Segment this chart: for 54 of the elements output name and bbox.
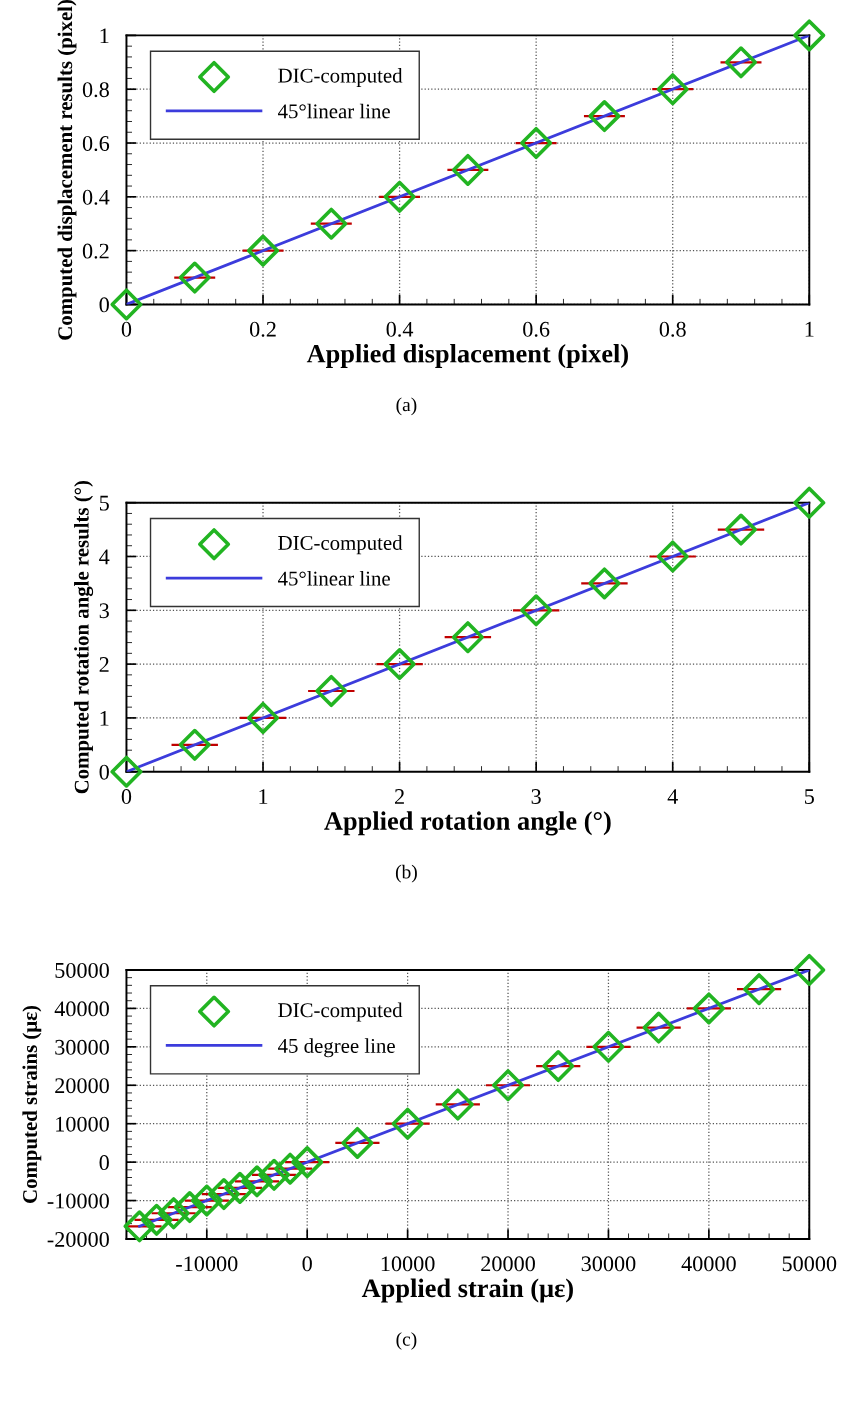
x-tick-label: 20000 — [481, 1256, 535, 1272]
x-tick-label: 0 — [302, 1256, 312, 1272]
legend-label: 45 degree line — [278, 1038, 395, 1058]
y-tick-label: 0.2 — [82, 243, 109, 259]
x-tick-label: 3 — [531, 789, 541, 805]
y-tick-label: 0 — [99, 297, 109, 313]
x-tick-label: 40000 — [681, 1256, 736, 1272]
y-tick-label: 0.4 — [82, 189, 110, 205]
x-tick-label: 30000 — [581, 1256, 636, 1272]
legend-label: DIC-computed — [278, 1002, 403, 1022]
text: (a) — [396, 397, 417, 416]
x-tick-label: 2 — [395, 789, 404, 804]
x-tick-label: 0.4 — [386, 321, 414, 337]
x-tick-label: 0 — [121, 321, 132, 337]
y-tick-label: 30000 — [55, 1039, 109, 1055]
x-axis-title: Applied rotation angle (°) — [324, 811, 611, 836]
text: (c) — [396, 1332, 417, 1350]
y-tick-label: 0 — [99, 1155, 109, 1171]
x-tick-label: -10000 — [176, 1256, 238, 1272]
x-tick-label: 10000 — [381, 1256, 435, 1272]
y-axis-title: Computed rotation angle results (°) — [74, 480, 94, 794]
y-tick-label: 5 — [99, 495, 109, 511]
y-axis-title: Computed displacement results (pixel) — [57, 0, 77, 340]
legend-label: DIC-computed — [278, 67, 403, 87]
legend-label: 45°linear line — [278, 103, 390, 119]
x-axis-title: Applied strain (με) — [361, 1278, 573, 1303]
x-tick-label: 1 — [259, 789, 268, 804]
y-axis-title: Computed strains (με) — [22, 1005, 42, 1203]
y-tick-label: 1 — [100, 28, 109, 44]
y-tick-label: 4 — [99, 549, 110, 565]
x-tick-label: 50000 — [782, 1256, 837, 1272]
y-tick-label: 1 — [100, 710, 109, 726]
y-tick-label: -20000 — [47, 1231, 109, 1247]
y-tick-label: -10000 — [47, 1193, 109, 1209]
legend-label: DIC-computed — [278, 535, 403, 555]
x-tick-label: 0.8 — [659, 321, 686, 337]
x-tick-label: 0.6 — [523, 321, 550, 337]
x-tick-label: 1 — [805, 321, 814, 337]
y-tick-label: 40000 — [54, 1001, 109, 1017]
y-tick-label: 0.8 — [82, 82, 109, 98]
y-tick-label: 0 — [99, 764, 109, 780]
y-tick-label: 2 — [99, 657, 109, 672]
text: (b) — [395, 864, 417, 883]
x-tick-label: 0.2 — [249, 321, 276, 337]
x-tick-label: 4 — [667, 789, 678, 804]
y-tick-label: 0.6 — [82, 135, 110, 152]
x-tick-label: 5 — [805, 789, 814, 805]
x-tick-label: 0 — [121, 789, 132, 805]
legend-label: 45°linear line — [278, 570, 390, 586]
y-tick-label: 20000 — [55, 1078, 109, 1094]
y-tick-label: 10000 — [56, 1116, 109, 1132]
y-tick-label: 50000 — [55, 962, 109, 978]
y-tick-label: 3 — [99, 603, 109, 619]
x-axis-title: Applied displacement (pixel) — [306, 344, 628, 368]
